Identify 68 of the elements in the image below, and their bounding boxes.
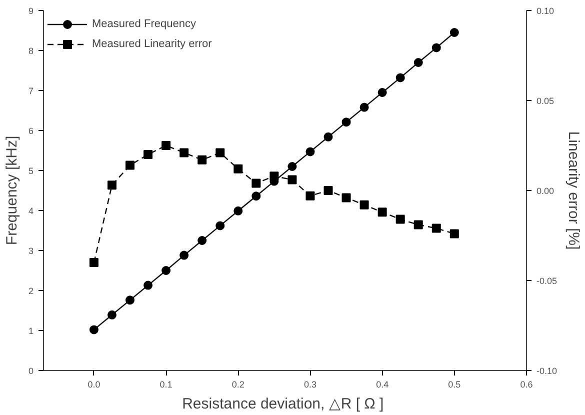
point: [342, 118, 351, 127]
point: [180, 148, 189, 158]
x-tick-label: 0.6: [520, 380, 533, 390]
y2-tick-label: -0.05: [536, 276, 558, 286]
point: [89, 325, 98, 334]
y-tick-label: 4: [28, 206, 34, 216]
point: [126, 160, 135, 170]
point: [378, 208, 387, 217]
x-tick-label: 0.4: [376, 380, 389, 390]
point: [234, 206, 243, 216]
x-tick-label: 0.5: [448, 380, 461, 390]
point: [288, 175, 297, 184]
point: [144, 280, 153, 290]
x-tick-label: 0.3: [304, 380, 316, 390]
point: [107, 180, 116, 190]
point: [198, 155, 207, 164]
point: [107, 310, 116, 320]
point: [450, 229, 459, 238]
point: [396, 73, 405, 82]
point: [414, 58, 423, 67]
y-tick-label: 3: [28, 246, 34, 256]
y-tick-label: 5: [28, 166, 34, 176]
y-tick-label: 7: [28, 86, 34, 96]
point: [324, 132, 333, 142]
y-axis-title: Frequency [kHz]: [3, 136, 20, 246]
point: [216, 221, 225, 230]
y-tick-label: 1: [28, 326, 34, 336]
point: [270, 172, 279, 181]
point: [360, 102, 369, 112]
point: [342, 193, 351, 202]
y2-tick-label: 0.05: [536, 96, 554, 106]
y-tick-label: 8: [28, 46, 34, 56]
point: [198, 236, 207, 245]
y2-tick-label: -0.10: [536, 366, 558, 376]
point: [450, 28, 459, 37]
y-tick-label: 6: [28, 126, 34, 136]
point: [89, 258, 98, 267]
y-tick-label: 9: [28, 6, 34, 16]
y-tick-label: 0: [28, 366, 34, 376]
point: [360, 200, 369, 210]
point: [126, 296, 135, 305]
point: [414, 220, 423, 230]
y2-axis-title: Linearity error [%]: [565, 131, 582, 250]
legend-label: Measured Frequency: [92, 18, 196, 30]
point: [306, 191, 315, 200]
y-tick-label: 2: [28, 286, 34, 296]
legend-label: Measured Linearity error: [92, 38, 212, 50]
x-axis-title: Resistance deviation, △R [ Ω ]: [182, 396, 384, 412]
point: [216, 148, 225, 158]
point: [432, 43, 441, 52]
point: [288, 162, 297, 171]
point: [234, 164, 243, 174]
point: [378, 88, 387, 97]
x-tick-label: 0.2: [232, 380, 244, 390]
y2-tick-label: 0.00: [536, 186, 554, 196]
point: [396, 214, 405, 224]
x-tick-label: 0.0: [88, 380, 100, 390]
point: [252, 192, 261, 201]
point: [162, 266, 171, 275]
point: [144, 150, 153, 159]
y2-tick-label: 0.10: [536, 6, 554, 16]
x-tick-label: 0.1: [160, 380, 172, 390]
point: [162, 141, 171, 150]
point: [180, 250, 189, 260]
point: [324, 186, 333, 195]
point: [432, 224, 441, 233]
point: [306, 147, 315, 156]
point: [252, 178, 261, 188]
